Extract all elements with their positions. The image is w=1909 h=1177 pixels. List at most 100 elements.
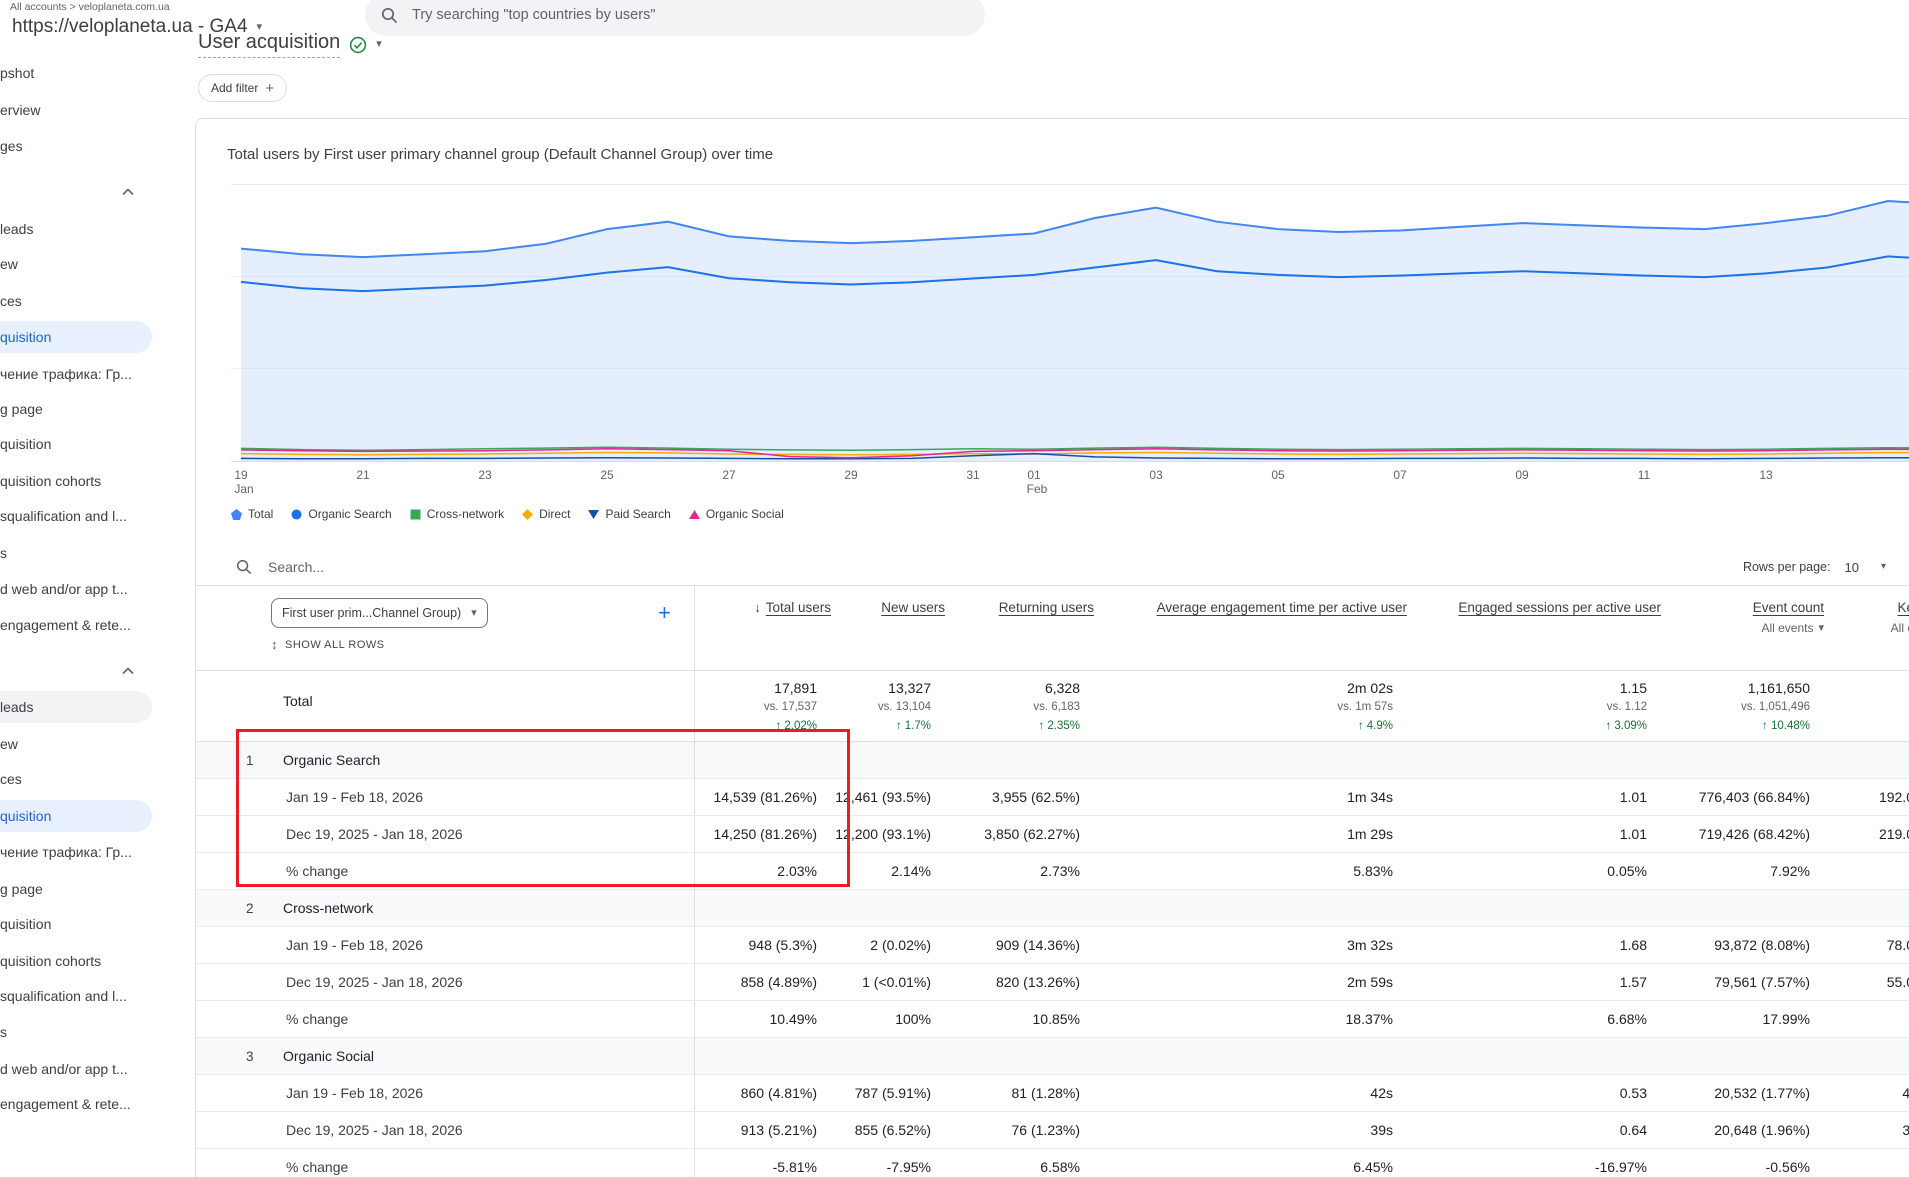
table-search-input[interactable] — [266, 558, 550, 576]
svg-text:Feb: Feb — [1027, 482, 1048, 496]
column-header-engaged-sessions[interactable]: Engaged sessions per active user — [1458, 600, 1661, 615]
sidebar-item[interactable]: erview — [0, 102, 41, 118]
svg-text:27: 27 — [722, 468, 736, 482]
column-header-key-events[interactable]: Ke All e — [1890, 600, 1909, 635]
svg-text:09: 09 — [1515, 468, 1529, 482]
sidebar-item[interactable]: ew — [0, 256, 18, 272]
table-header-row: First user prim...Channel Group) ▾ + ↕ S… — [196, 586, 1909, 671]
sidebar-item[interactable]: d web and/or app t... — [0, 581, 128, 597]
sidebar-item[interactable]: quisition cohorts — [0, 953, 102, 969]
sidebar-item-user-acquisition[interactable]: quisition — [0, 321, 152, 353]
table-row-group-header[interactable]: 3 Organic Social — [196, 1038, 1909, 1075]
svg-text:25: 25 — [600, 468, 614, 482]
totals-cell: 6,328 vs. 6,183 ↑ 2.35% — [1033, 680, 1080, 732]
event-count-filter[interactable]: All events ▾ — [1761, 621, 1824, 635]
sidebar-item[interactable]: leads — [0, 691, 152, 723]
legend-item-total[interactable]: Total — [231, 507, 273, 521]
svg-text:31: 31 — [966, 468, 980, 482]
data-quality-check-icon[interactable] — [349, 36, 367, 54]
sidebar-item[interactable]: ces — [0, 293, 22, 309]
search-icon — [381, 7, 398, 23]
table-row-group-header[interactable]: 2 Cross-network — [196, 890, 1909, 927]
percent-change-label: % change — [271, 853, 695, 889]
sidebar-item[interactable]: quisition — [0, 916, 52, 932]
square-icon — [410, 509, 421, 519]
chart-title: Total users by First user primary channe… — [227, 146, 774, 163]
sidebar-item[interactable]: quisition cohorts — [0, 473, 102, 489]
table-row: Jan 19 - Feb 18, 2026 14,539 (81.26%) 12… — [196, 779, 1909, 816]
legend-item-organic-social[interactable]: Organic Social — [688, 507, 784, 521]
sidebar-item[interactable]: squalification and l... — [0, 508, 127, 524]
unfold-icon: ↕ — [271, 637, 278, 652]
channel-name: Organic Social — [271, 1038, 695, 1074]
table-row-group-header[interactable]: 1 Organic Search — [196, 742, 1909, 779]
show-all-rows-button[interactable]: ↕ SHOW ALL ROWS — [271, 637, 385, 652]
column-header-returning-users[interactable]: Returning users — [998, 600, 1094, 615]
column-header-total-users[interactable]: ↓ Total users — [754, 600, 831, 615]
legend-item-cross-network[interactable]: Cross-network — [410, 507, 504, 521]
chart-area: 19 Jan 21 23 25 27 29 31 01 Feb 03 05 07 09 11 13 — [231, 184, 1909, 504]
sidebar-item[interactable]: ew — [0, 736, 18, 752]
svg-text:05: 05 — [1271, 468, 1285, 482]
sidebar-item[interactable]: engagement & rete... — [0, 1096, 131, 1112]
column-header-event-count[interactable]: Event count All events ▾ — [1752, 600, 1824, 635]
svg-text:03: 03 — [1149, 468, 1163, 482]
svg-text:07: 07 — [1393, 468, 1407, 482]
column-header-new-users[interactable]: New users — [881, 600, 945, 615]
sidebar-item[interactable]: squalification and l... — [0, 988, 127, 1004]
table-row: Dec 19, 2025 - Jan 18, 2026 858 (4.89%) … — [196, 964, 1909, 1001]
circle-icon — [291, 509, 302, 519]
row-index: 2 — [246, 900, 254, 916]
totals-cell — [1824, 671, 1909, 741]
sidebar-item[interactable]: quisition — [0, 436, 52, 452]
svg-text:29: 29 — [844, 468, 858, 482]
global-search-input[interactable] — [410, 6, 934, 24]
sidebar-section-collapse[interactable] — [0, 176, 195, 208]
diamond-icon — [522, 508, 534, 520]
sidebar-item[interactable]: leads — [0, 221, 34, 237]
add-filter-label: Add filter — [211, 81, 259, 95]
sidebar-item[interactable]: s — [0, 1024, 7, 1040]
page-title[interactable]: User acquisition — [198, 31, 341, 58]
sidebar-item[interactable]: s — [0, 545, 7, 561]
rows-per-page-select[interactable]: Rows per page: 10 ▾ — [1743, 560, 1886, 575]
search-icon — [236, 559, 252, 575]
breadcrumb[interactable]: All accounts > veloplaneta.com.ua — [10, 1, 170, 13]
add-dimension-button[interactable]: + — [658, 600, 671, 625]
sidebar-item[interactable]: ges — [0, 138, 23, 154]
legend-item-organic-search[interactable]: Organic Search — [291, 507, 392, 521]
column-header-avg-engagement-time[interactable]: Average engagement time per active user — [1156, 600, 1407, 615]
chevron-down-icon: ▾ — [256, 20, 263, 33]
legend-item-paid-search[interactable]: Paid Search — [588, 507, 671, 521]
percent-change-label: % change — [271, 1001, 695, 1037]
chevron-down-icon: ▾ — [1818, 621, 1824, 634]
report-title-row: User acquisition ▾ — [198, 31, 382, 58]
sidebar-section-collapse[interactable] — [0, 655, 195, 687]
table-search-row: Rows per page: 10 ▾ — [196, 549, 1909, 586]
dimension-selector-chip[interactable]: First user prim...Channel Group) ▾ — [271, 598, 488, 628]
sidebar-item[interactable]: d web and/or app t... — [0, 1061, 128, 1077]
sidebar-item[interactable]: engagement & rete... — [0, 617, 131, 633]
sidebar-item[interactable]: чение трафика: Гр... — [0, 366, 132, 382]
property-selector[interactable]: https://veloplaneta.ua - GA4 ▾ — [12, 16, 262, 38]
row-index: 3 — [246, 1048, 254, 1064]
chevron-down-icon[interactable]: ▾ — [376, 38, 382, 50]
sidebar-item[interactable]: ces — [0, 771, 22, 787]
sidebar-item[interactable]: pshot — [0, 65, 35, 81]
date-range-label: Jan 19 - Feb 18, 2026 — [271, 779, 695, 815]
add-filter-button[interactable]: Add filter + — [198, 74, 288, 102]
sidebar-item-user-acquisition[interactable]: quisition — [0, 800, 152, 832]
date-range-label: Jan 19 - Feb 18, 2026 — [271, 1075, 695, 1111]
sidebar-item[interactable]: g page — [0, 881, 43, 897]
legend-item-direct[interactable]: Direct — [522, 507, 570, 521]
table-row: Jan 19 - Feb 18, 2026 860 (4.81%) 787 (5… — [196, 1075, 1909, 1112]
chevron-down-icon: ▾ — [471, 606, 477, 619]
data-table: Rows per page: 10 ▾ First user prim...Ch… — [196, 549, 1909, 1177]
sidebar: pshot erview ges leads ew ces quisition … — [0, 44, 195, 1177]
svg-text:23: 23 — [478, 468, 492, 482]
sidebar-item[interactable]: g page — [0, 401, 43, 417]
svg-text:Jan: Jan — [234, 482, 253, 496]
sidebar-item[interactable]: чение трафика: Гр... — [0, 844, 132, 860]
global-search-bar[interactable] — [365, 0, 985, 36]
pentagon-icon — [231, 508, 242, 520]
